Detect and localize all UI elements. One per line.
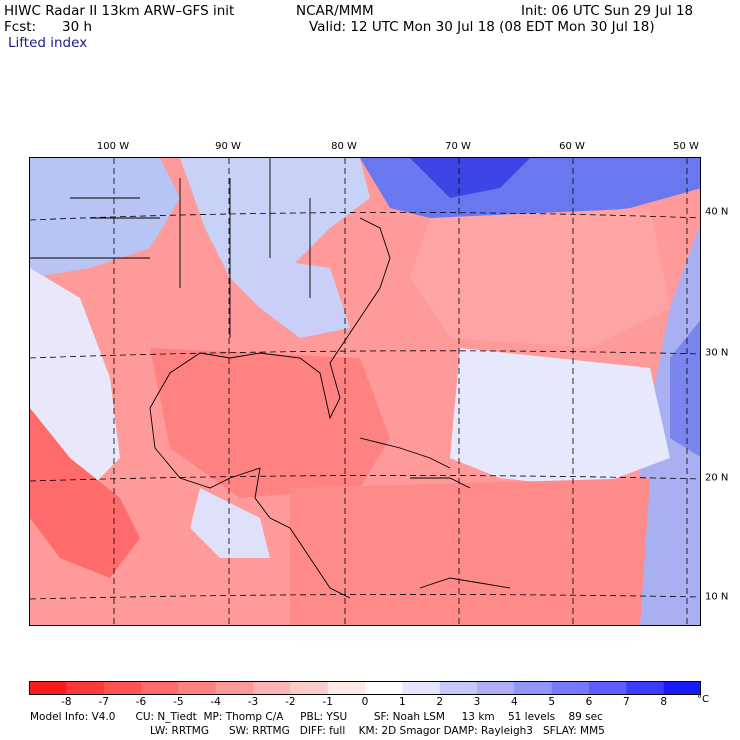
deep-blue-new-england bbox=[410, 158, 530, 198]
colorbar-segment bbox=[514, 681, 553, 695]
lon-label-90w: 90 W bbox=[215, 141, 241, 152]
valid-time: Valid: 12 UTC Mon 30 Jul 18 (08 EDT Mon … bbox=[309, 19, 655, 35]
lon-label-70w: 70 W bbox=[445, 141, 471, 152]
colorbar-tick-label: -6 bbox=[135, 696, 147, 708]
parallel-40n bbox=[30, 212, 700, 221]
colorbar-tick-label: 1 bbox=[398, 696, 406, 708]
red-region-west-atlantic bbox=[410, 208, 670, 348]
colorbar-tick-label: 2 bbox=[436, 696, 443, 708]
hispaniola-coastline bbox=[410, 477, 471, 489]
init-time: Init: 06 UTC Sun 29 Jul 18 bbox=[521, 3, 694, 19]
model-info-line2: LW: RRTMG SW: RRTMG DIFF: full KM: 2D Sm… bbox=[150, 725, 605, 737]
colorbar-tick-label: -4 bbox=[210, 696, 221, 708]
lat-label-40n: 40 N bbox=[705, 206, 729, 218]
colorbar-segment bbox=[365, 681, 403, 695]
colorbar-segment bbox=[215, 681, 254, 695]
colorbar-segment bbox=[402, 681, 441, 695]
parallel-30n bbox=[30, 350, 700, 359]
colorbar-border bbox=[29, 681, 701, 695]
colorbar-segment bbox=[141, 681, 179, 695]
model-title: HIWC Radar II 13km ARW–GFS init bbox=[4, 3, 235, 19]
colorbar-tick-label: -7 bbox=[98, 696, 109, 708]
lat-label-30n: 30 N bbox=[705, 347, 729, 359]
south-america-coastline bbox=[419, 577, 511, 589]
colorbar-tick-label: -8 bbox=[61, 696, 72, 708]
pale-region-central-america bbox=[190, 488, 270, 558]
parallel-20n bbox=[30, 475, 700, 482]
blue-region-appalachian bbox=[260, 258, 350, 338]
red-region-gulf bbox=[150, 348, 390, 498]
latlon-grid bbox=[30, 158, 700, 625]
cuba-coastline bbox=[359, 437, 451, 469]
forecast-hour: 30 h bbox=[62, 19, 93, 35]
forecast-label: Fcst: bbox=[4, 19, 37, 35]
colorbar-tick-label: 3 bbox=[473, 696, 481, 708]
map-canvas bbox=[30, 158, 700, 625]
colorbar bbox=[29, 681, 701, 695]
red-region-caribbean bbox=[290, 478, 650, 625]
colorbar-segment bbox=[29, 681, 67, 695]
parallel-10n bbox=[30, 594, 700, 600]
colorbar-tick-label: 7 bbox=[622, 696, 630, 708]
colorbar-segment bbox=[589, 681, 627, 695]
colorbar-segment bbox=[551, 681, 590, 695]
lat-label-10n: 10 N bbox=[705, 591, 729, 603]
model-info-line1: Model Info: V4.0 CU: N_Tiedt MP: Thomp C… bbox=[30, 711, 603, 723]
colorbar-segment bbox=[178, 681, 217, 695]
red-region-pacific-coast bbox=[30, 408, 140, 578]
lon-label-50w: 50 W bbox=[673, 141, 699, 152]
lifted-index-map bbox=[29, 157, 701, 626]
colorbar-segment bbox=[439, 681, 478, 695]
colorbar-unit: °C bbox=[697, 694, 709, 705]
colorbar-segment bbox=[290, 681, 329, 695]
colorbar-tick-label: 4 bbox=[510, 696, 518, 708]
colorbar-segment bbox=[66, 681, 105, 695]
colorbar-segment bbox=[626, 681, 665, 695]
colorbar-tick-label: -5 bbox=[173, 696, 184, 708]
colorbar-tick-label: 5 bbox=[548, 696, 555, 708]
field-name: Lifted index bbox=[8, 35, 88, 51]
colorbar-tick-label: 0 bbox=[361, 696, 369, 708]
state-borders bbox=[30, 158, 311, 338]
lon-label-80w: 80 W bbox=[331, 141, 357, 152]
deeper-blue-east bbox=[670, 320, 700, 457]
lon-label-60w: 60 W bbox=[559, 141, 585, 152]
blue-region-east-atlantic bbox=[630, 223, 700, 625]
pale-region-central-atlantic bbox=[450, 348, 670, 488]
lat-label-20n: 20 N bbox=[705, 472, 729, 484]
colorbar-segment bbox=[253, 681, 291, 695]
colorbar-segment bbox=[327, 681, 366, 695]
pale-region-mexico bbox=[30, 268, 120, 488]
colorbar-tick-label: -1 bbox=[322, 696, 333, 708]
colorbar-tick-label: 6 bbox=[585, 696, 593, 708]
colorbar-tick-label: -3 bbox=[247, 696, 259, 708]
colorbar-tick-label: -2 bbox=[285, 696, 296, 708]
org-label: NCAR/MMM bbox=[296, 3, 374, 19]
lon-label-100w: 100 W bbox=[96, 141, 130, 152]
colorbar-segment bbox=[103, 681, 142, 695]
coastlines bbox=[30, 158, 511, 599]
colorbar-segment bbox=[477, 681, 515, 695]
colorbar-segment bbox=[663, 681, 701, 695]
colorbar-tick-label: 8 bbox=[660, 696, 667, 708]
blue-region-great-lakes bbox=[180, 158, 370, 308]
